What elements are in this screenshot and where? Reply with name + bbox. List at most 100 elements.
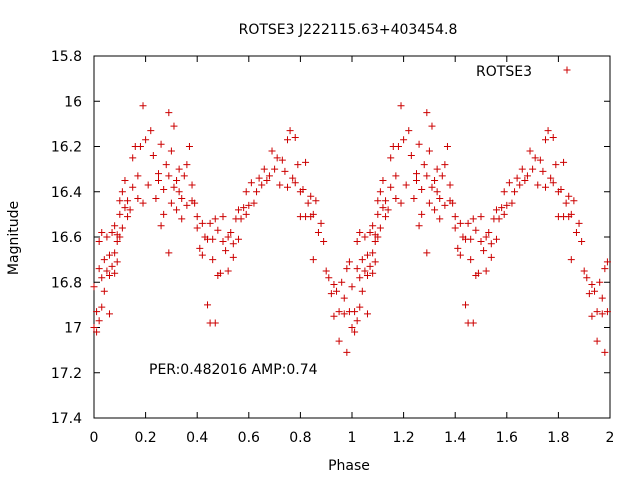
data-point [173, 176, 181, 184]
data-point [446, 181, 454, 189]
data-point [384, 206, 392, 214]
data-point [601, 265, 609, 273]
data-point [90, 324, 98, 331]
data-point [196, 244, 204, 252]
data-point [234, 235, 242, 243]
data-point [431, 176, 439, 184]
data-point [598, 294, 606, 302]
data-point [317, 219, 325, 227]
data-point [173, 206, 181, 214]
data-point [433, 188, 441, 196]
data-point [108, 228, 116, 236]
data-point [552, 161, 560, 169]
data-point [105, 310, 113, 318]
data-point [505, 179, 513, 187]
data-point [242, 210, 250, 218]
data-point [583, 274, 591, 282]
data-point [482, 233, 490, 241]
data-point [284, 183, 291, 191]
y-tick-label: 16.2 [51, 140, 82, 156]
data-point [418, 210, 426, 218]
data-point [155, 170, 162, 178]
data-point [500, 210, 508, 218]
data-point [281, 167, 289, 175]
data-point [428, 122, 436, 130]
chart-title: ROTSE3 J222115.63+403454.8 [239, 22, 458, 38]
data-point [183, 201, 191, 209]
data-point [544, 127, 552, 135]
data-point [549, 179, 557, 187]
x-tick-label: 0.8 [289, 430, 311, 446]
data-point [363, 310, 371, 318]
data-point [253, 188, 261, 196]
data-point [209, 235, 217, 243]
y-tick-label: 17 [64, 321, 82, 337]
x-tick-label: 0.2 [134, 430, 156, 446]
data-point [309, 210, 317, 218]
data-point [387, 154, 395, 162]
data-point [211, 215, 219, 223]
data-point [160, 210, 168, 218]
data-point [374, 197, 382, 205]
data-point [325, 274, 333, 282]
data-point [572, 228, 580, 236]
data-point [508, 199, 516, 207]
data-point [402, 181, 410, 189]
data-point [268, 147, 276, 155]
data-point [348, 283, 356, 291]
data-point [335, 308, 343, 316]
data-point [588, 281, 596, 289]
data-point [204, 301, 212, 309]
data-point [469, 319, 477, 327]
data-point [467, 235, 475, 243]
data-point [265, 172, 273, 180]
data-point [345, 258, 353, 266]
data-point [111, 249, 119, 257]
data-point [170, 183, 178, 191]
data-point [560, 158, 568, 166]
data-point [183, 161, 191, 169]
data-point [415, 140, 423, 148]
data-point [185, 143, 193, 150]
data-point [302, 158, 310, 166]
data-point [289, 174, 297, 182]
legend: ROTSE3 [476, 64, 571, 80]
data-point [492, 235, 500, 243]
x-tick-label: 0.6 [238, 430, 260, 446]
data-point [98, 303, 106, 311]
data-point [175, 165, 183, 173]
data-point [371, 258, 379, 266]
data-point [162, 161, 170, 169]
data-point [356, 274, 364, 282]
data-point [178, 195, 186, 203]
data-point [170, 122, 178, 130]
data-point [495, 215, 503, 223]
data-point [477, 213, 485, 221]
data-point [477, 238, 485, 246]
data-point [343, 265, 351, 273]
data-point [542, 183, 549, 191]
data-point [531, 154, 539, 162]
data-point [113, 238, 121, 246]
data-point [374, 210, 382, 218]
data-point [191, 199, 199, 207]
y-tick-label: 17.2 [51, 366, 82, 382]
data-point [103, 233, 111, 241]
data-point [438, 172, 446, 180]
data-point [413, 176, 420, 184]
data-point [518, 165, 526, 173]
data-point [227, 228, 235, 236]
data-point [95, 265, 103, 273]
data-point [180, 172, 188, 180]
data-point [351, 328, 359, 336]
data-point [105, 271, 113, 279]
data-point [358, 287, 366, 295]
data-point [379, 204, 387, 212]
data-point [116, 197, 124, 205]
data-point [601, 348, 609, 356]
data-point [539, 167, 547, 175]
data-point [526, 147, 534, 155]
data-point [521, 176, 529, 184]
data-point [152, 195, 160, 203]
